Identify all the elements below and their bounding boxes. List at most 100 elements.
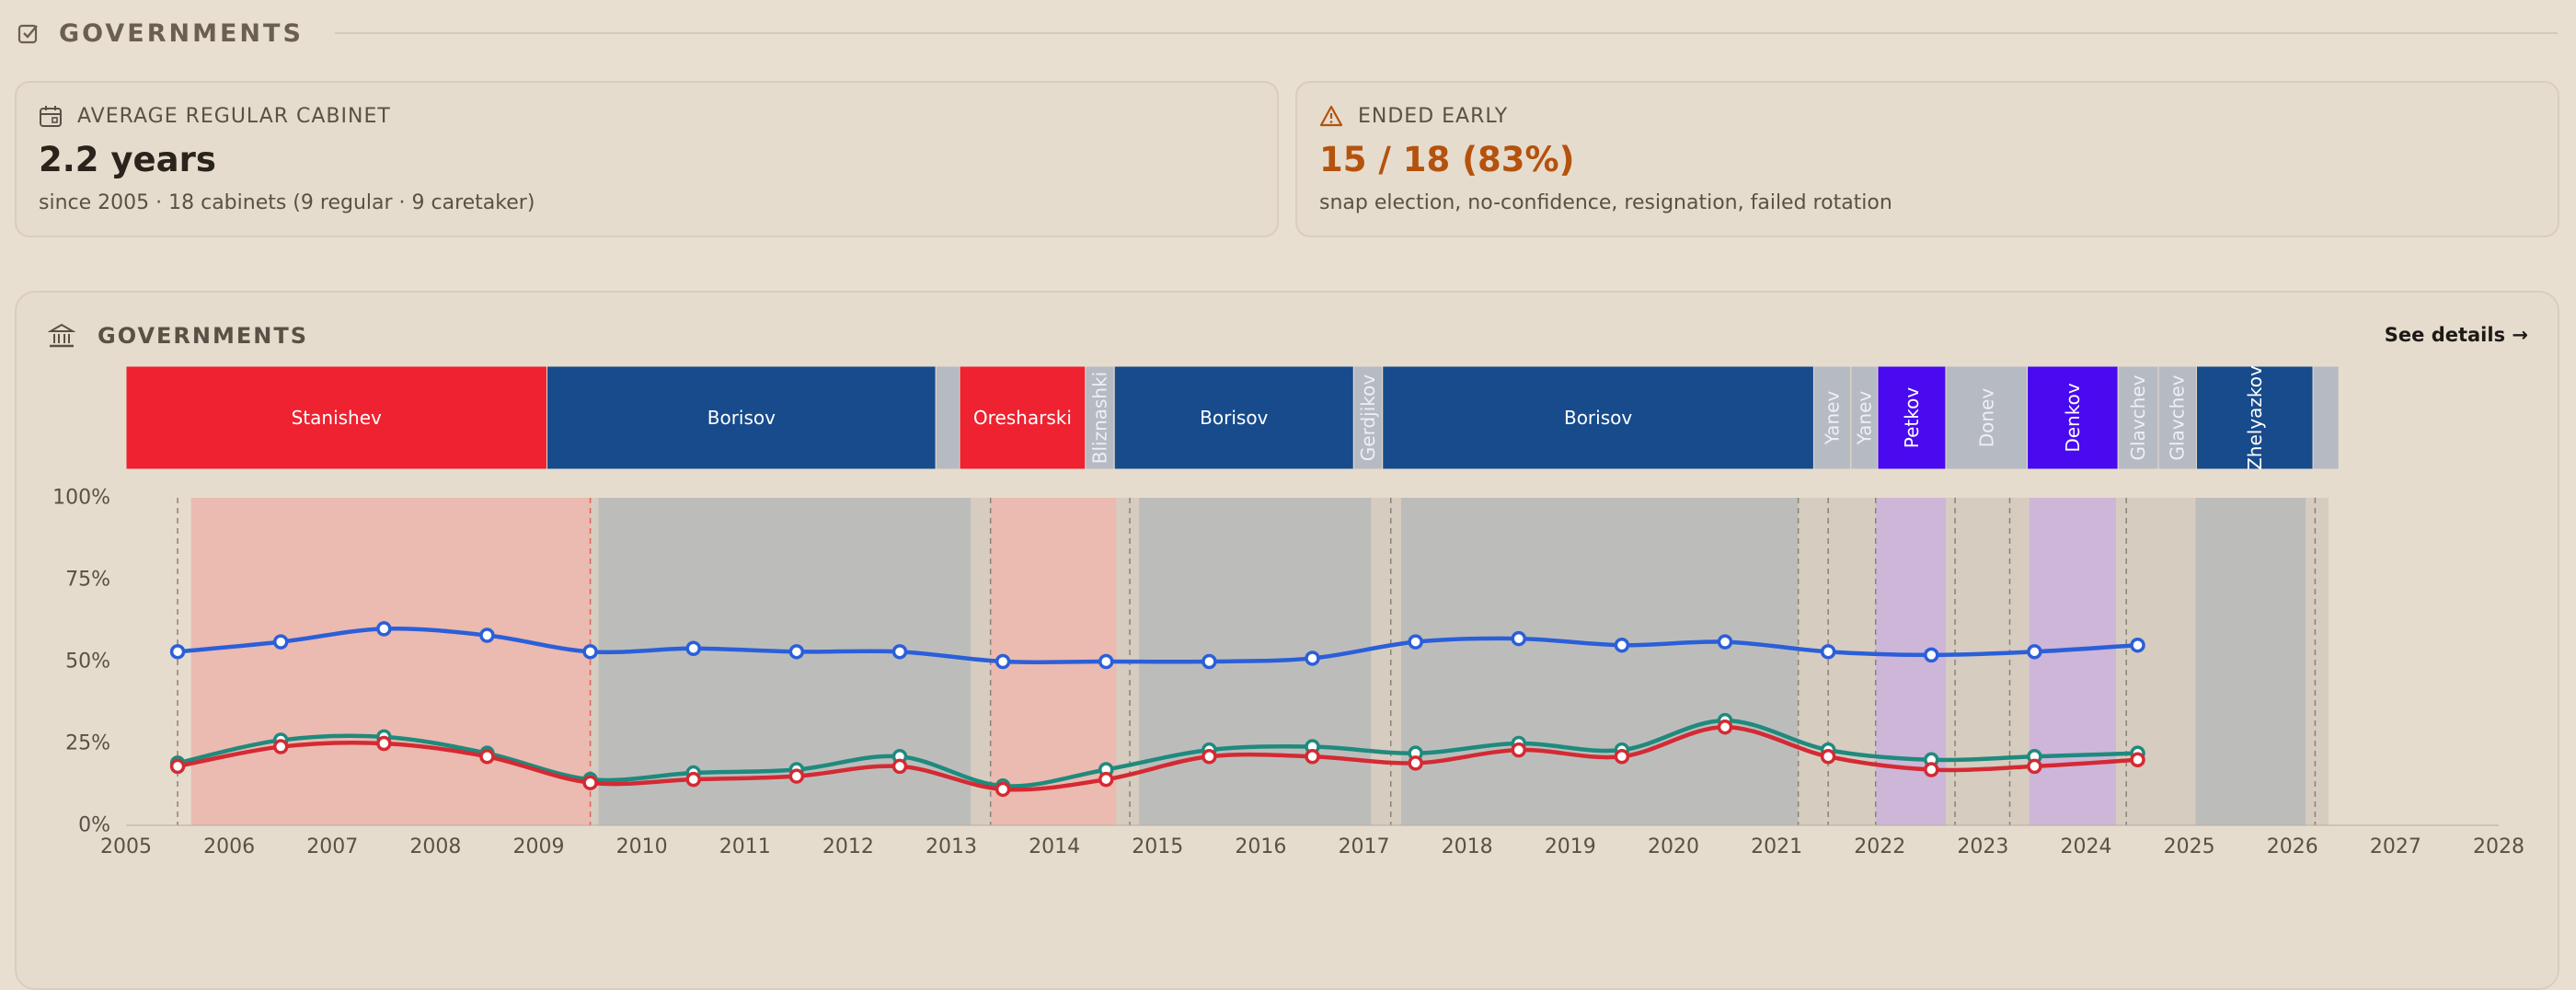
cabinet-bar-4 <box>1085 365 1115 470</box>
cabinet-bar-12 <box>2027 365 2119 470</box>
cabinet-bar-1 <box>546 365 937 470</box>
teal-series-line <box>177 718 2138 789</box>
cabinet-bar-11 <box>1945 365 2029 470</box>
cabinet-bar-0 <box>125 365 547 470</box>
red-series-point-12 <box>1408 755 1423 771</box>
y-tick-label-75: 75% <box>65 569 110 592</box>
background-band-12 <box>2029 498 2116 825</box>
red-series-point-16 <box>1820 748 1836 765</box>
red-series-point-14 <box>1614 748 1630 765</box>
cabinet-label-13: Glavchev <box>2127 374 2149 460</box>
y-tick-label-100: 100% <box>52 487 110 510</box>
cabinet-bar-2 <box>935 365 960 470</box>
x-tick-label-2019: 2019 <box>1545 835 1596 858</box>
calendar-icon <box>39 103 64 129</box>
background-band-14 <box>2195 498 2306 825</box>
red-series-point-0 <box>169 758 186 775</box>
governments-chart: Stanishev Borisov Oresharski Bliznashki Bori… <box>52 365 2524 858</box>
cabinet-bar-14 <box>2157 365 2197 470</box>
blue-series-point-4 <box>582 644 598 660</box>
cabinet-bar-9 <box>1850 365 1879 470</box>
cabinet-label-3: Oresharski <box>973 407 1072 429</box>
cabinet-label-12: Denkov <box>2062 383 2084 452</box>
average-cabinet-card: AVERAGE REGULAR CABINET 2.2 years since … <box>15 81 1279 237</box>
x-tick-label-2026: 2026 <box>2267 835 2318 858</box>
x-tick-label-2027: 2027 <box>2370 835 2421 858</box>
blue-series-point-10 <box>1202 653 1217 670</box>
red-series-point-7 <box>891 758 908 775</box>
cabinet-label-1: Borisov <box>707 407 776 429</box>
blue-series-line <box>177 626 2138 665</box>
ended-early-value: 15 / 18 (83%) <box>1319 140 1575 179</box>
see-details-link[interactable]: See details → <box>2384 324 2528 346</box>
red-series-point-10 <box>1202 748 1217 765</box>
cabinet-label-4: Bliznashki <box>1089 372 1111 465</box>
cabinet-label-7: Borisov <box>1564 407 1632 429</box>
red-series-point-4 <box>582 775 598 790</box>
x-tick-label-2009: 2009 <box>513 835 565 858</box>
background-band-9 <box>1798 498 1876 825</box>
x-tick-label-2008: 2008 <box>409 835 461 858</box>
background-band-10 <box>1875 498 1946 825</box>
red-series-point-9 <box>1098 771 1114 788</box>
background-band-1 <box>590 498 599 825</box>
y-tick-label-50: 50% <box>65 650 110 673</box>
cabinet-label-8: Yanev <box>1822 391 1844 446</box>
blue-series-point-7 <box>891 644 908 660</box>
x-tick-label-2018: 2018 <box>1442 835 1493 858</box>
red-series-point-15 <box>1717 719 1733 735</box>
red-series-point-19 <box>2130 752 2145 768</box>
cabinet-label-5: Borisov <box>1200 407 1268 429</box>
cabinet-bar-5 <box>1113 365 1354 470</box>
x-tick-label-2007: 2007 <box>306 835 358 858</box>
background-band-0 <box>190 498 591 825</box>
blue-series-point-17 <box>1924 647 1939 663</box>
x-tick-label-2016: 2016 <box>1235 835 1286 858</box>
y-tick-label-0: 0% <box>78 814 110 837</box>
average-cabinet-label: AVERAGE REGULAR CABINET <box>77 104 391 128</box>
blue-series-point-8 <box>995 653 1011 670</box>
blue-series-point-18 <box>2027 644 2042 660</box>
background-band-15 <box>2306 498 2329 825</box>
blue-series-point-15 <box>1717 634 1733 650</box>
cabinet-label-9: Yanev <box>1853 391 1875 446</box>
checkbox-icon <box>17 21 40 45</box>
cabinet-label-11: Donev <box>1975 388 1997 448</box>
background-band-13 <box>2115 498 2196 825</box>
blue-series-point-5 <box>685 640 701 657</box>
x-tick-label-2005: 2005 <box>100 835 152 858</box>
blue-series-point-6 <box>788 644 805 660</box>
x-tick-label-2021: 2021 <box>1751 835 1802 858</box>
ended-early-sub: snap election, no-confidence, resignatio… <box>1319 191 1892 214</box>
x-tick-label-2025: 2025 <box>2164 835 2215 858</box>
red-series-line <box>177 724 2138 792</box>
blue-series-point-2 <box>376 621 392 637</box>
x-tick-label-2012: 2012 <box>822 835 874 858</box>
cabinet-bar-7 <box>1382 365 1814 470</box>
cabinet-bar-8 <box>1812 365 1852 470</box>
cabinet-bar-3 <box>959 365 1087 470</box>
cabinet-label-0: Stanishev <box>292 407 382 429</box>
red-series-point-13 <box>1511 742 1527 758</box>
average-cabinet-value: 2.2 years <box>39 140 216 179</box>
blue-series-point-3 <box>479 627 495 643</box>
red-series-point-17 <box>1924 762 1939 777</box>
panel-title: GOVERNMENTS <box>98 323 309 349</box>
x-tick-label-2013: 2013 <box>926 835 977 858</box>
section-title: GOVERNMENTS <box>59 18 304 48</box>
x-tick-label-2011: 2011 <box>719 835 771 858</box>
cabinet-bar-13 <box>2117 365 2159 470</box>
blue-series-point-1 <box>272 634 289 650</box>
cabinet-bar-10 <box>1877 365 1947 470</box>
cabinet-bar-16 <box>2312 365 2340 470</box>
ended-early-card: ENDED EARLY 15 / 18 (83%) snap election,… <box>1295 81 2559 237</box>
red-series-point-11 <box>1305 748 1320 765</box>
x-tick-label-2024: 2024 <box>2060 835 2111 858</box>
x-tick-label-2010: 2010 <box>616 835 668 858</box>
red-series-point-6 <box>788 768 805 784</box>
section-header: GOVERNMENTS <box>17 15 2558 52</box>
red-series-point-2 <box>376 735 392 752</box>
x-tick-label-2022: 2022 <box>1854 835 1905 858</box>
red-series-point-18 <box>2027 758 2042 775</box>
blue-series-point-13 <box>1511 630 1527 647</box>
